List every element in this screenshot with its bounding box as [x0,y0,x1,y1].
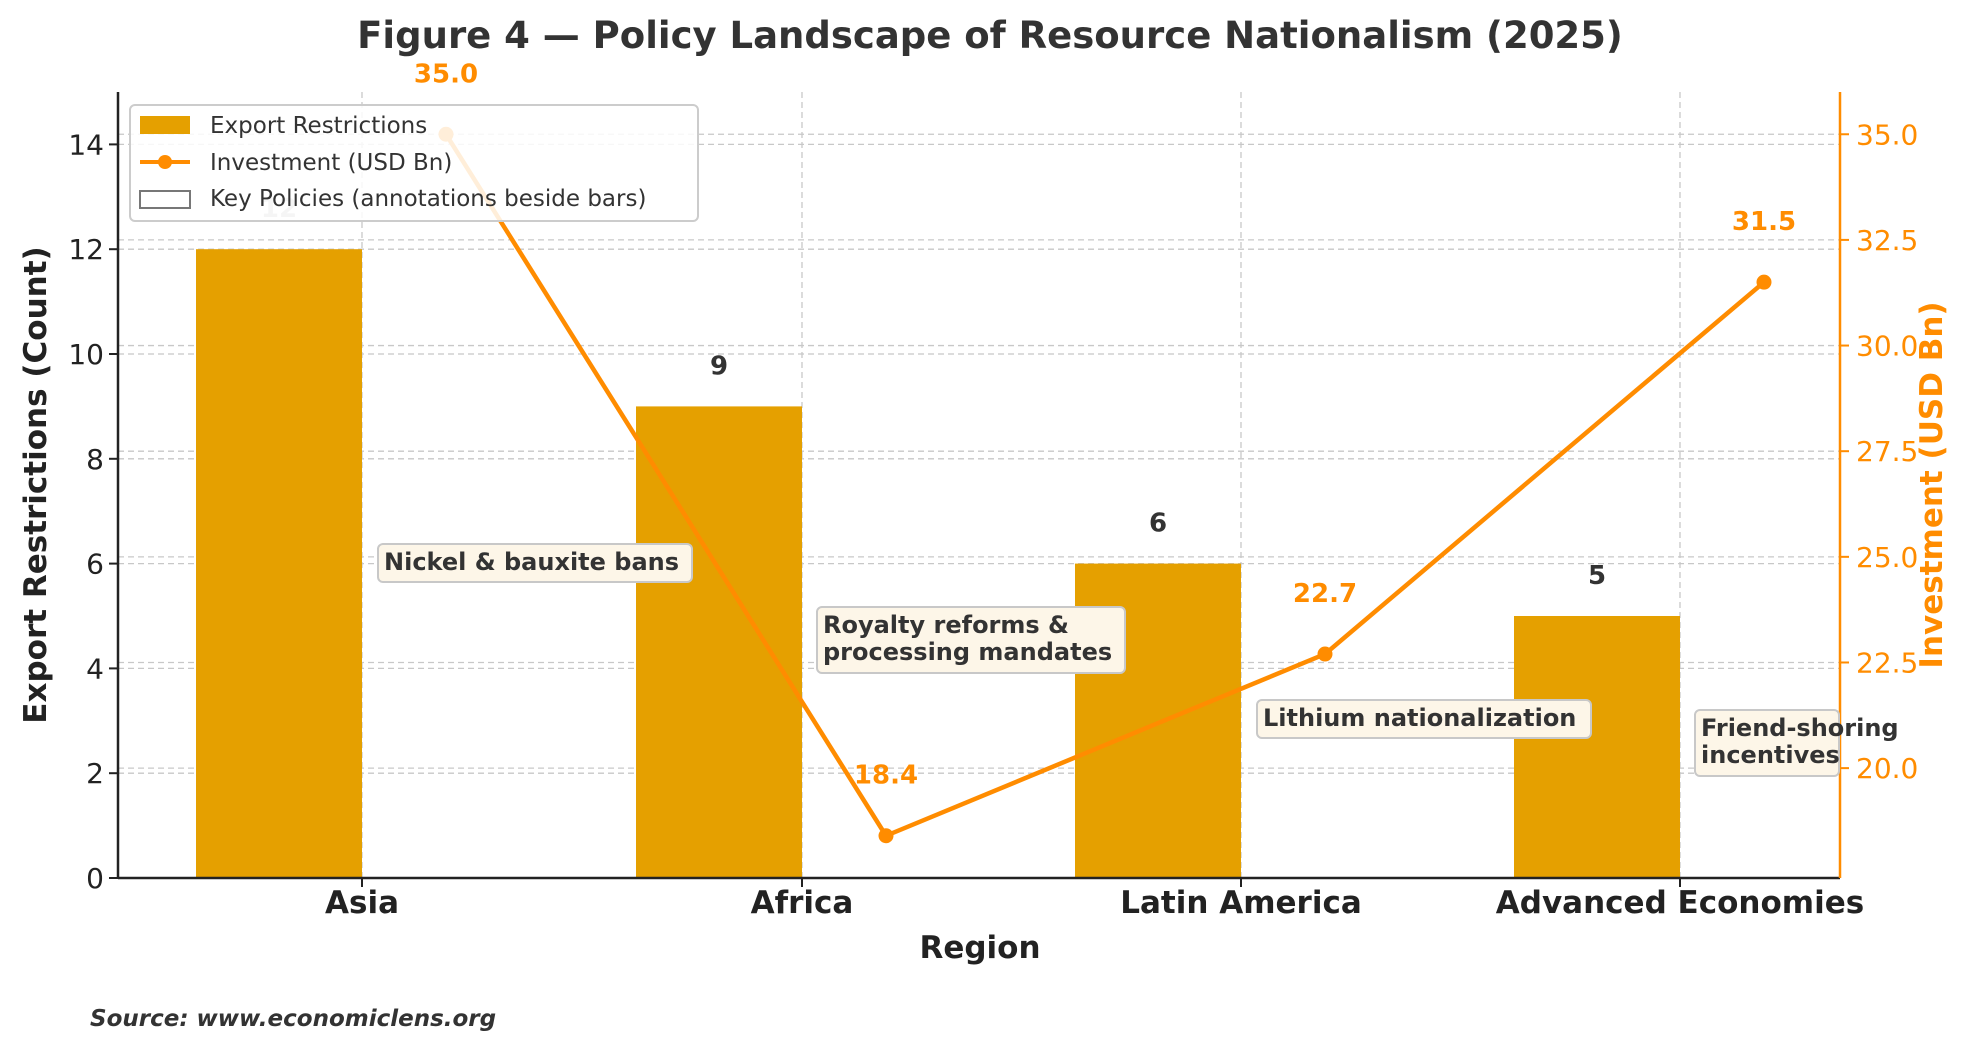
investment-point [878,828,894,844]
annotation-box [377,543,693,583]
x-tick-label: Asia [325,885,399,921]
y2-tick-label: 35.0 [1856,118,1918,151]
y-tick-label: 10 [68,338,104,371]
bar-value-label: 9 [710,351,728,381]
y2-tick-label: 20.0 [1856,752,1918,785]
y2-tick-label: 22.5 [1856,646,1918,679]
legend-line-marker [158,155,172,169]
y2-tick-label: 30.0 [1856,330,1918,363]
source-note: Source: www.economiclens.org [90,1006,496,1032]
annotation-box [1694,709,1840,777]
y-tick-label: 12 [68,233,104,266]
annotation-text: Royalty reforms & [823,611,1069,639]
bar-value-label: 6 [1149,509,1167,539]
x-tick-label: Latin America [1120,885,1362,921]
bar-value-label: 5 [1588,561,1606,591]
y-tick-label: 8 [86,443,104,476]
y2-tick-label: 27.5 [1856,435,1918,468]
chart-title: Figure 4 — Policy Landscape of Resource … [357,14,1623,57]
annotation-text: Lithium nationalization [1263,704,1576,732]
legend: Export Restrictions Investment (USD Bn) … [129,104,699,222]
bar-export-restrictions [196,249,362,878]
y-tick-label: 0 [86,862,104,895]
y-tick-label: 4 [86,652,104,685]
annotation-text: processing mandates [823,638,1112,666]
y-tick-label: 14 [68,128,104,161]
legend-bar-swatch [140,116,190,134]
legend-entry-bars: Export Restrictions [210,113,427,139]
annotation-box [1256,699,1592,739]
legend-entry-annotations: Key Policies (annotations beside bars) [210,186,646,212]
y-axis-label: Export Restrictions (Count) [18,246,54,723]
investment-value-label: 35.0 [414,59,478,89]
annotation-text: Nickel & bauxite bans [384,548,679,576]
y2-axis-label: Investment (USD Bn) [1914,301,1950,668]
x-axis-label: Region [919,930,1040,966]
annotation-text: Friend-shoring [1701,714,1899,742]
annotation-box [816,606,1126,674]
y2-tick-label: 25.0 [1856,541,1918,574]
annotation-layer: Nickel & bauxite bans Royalty reforms &pr… [377,543,1899,777]
y2-tick-label: 32.5 [1856,224,1918,257]
investment-point [1756,274,1772,290]
legend-entry-line: Investment (USD Bn) [210,150,452,176]
investment-value-label: 18.4 [854,761,918,791]
legend-annotation-swatch [139,190,191,209]
investment-point [1317,646,1333,662]
annotation-text: incentives [1701,741,1840,769]
investment-line [444,133,1766,838]
axes-layer: 0 2 4 6 8 10 12 14 20.0 22.5 25.0 27.5 30.0 32.5 35.0 A… [68,92,1918,921]
investment-value-label: 22.7 [1293,579,1357,609]
y-tick-label: 2 [86,757,104,790]
x-tick-label: Africa [751,885,854,921]
x-tick-label: Advanced Economies [1496,885,1864,921]
bar-export-restrictions [1514,616,1680,878]
labels-layer: 1296535.018.422.731.5 [261,59,1796,790]
investment-value-label: 31.5 [1732,207,1796,237]
y-tick-label: 6 [86,548,104,581]
legend-frame [129,104,699,222]
